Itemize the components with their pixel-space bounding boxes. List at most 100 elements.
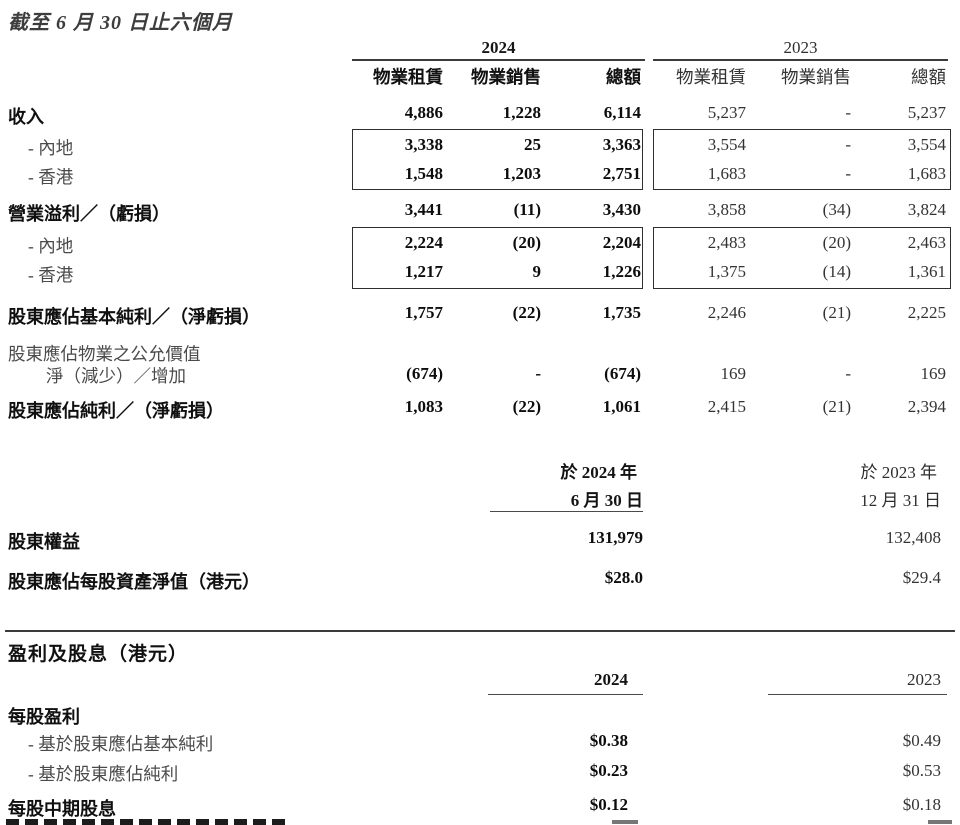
cell: 5,237 [707, 103, 746, 122]
cell: 3,430 [602, 200, 641, 219]
cell: 1,683 [707, 164, 746, 183]
cell: 2,483 [707, 233, 746, 252]
cell: 3,363 [602, 135, 641, 154]
col-header-total-2023: 總額 [911, 67, 946, 87]
cell: 2,463 [907, 233, 946, 252]
cell: (14) [822, 262, 851, 281]
row-label: 股東應佔基本純利／（淨虧損） [8, 307, 260, 327]
cell: 6,114 [603, 103, 641, 122]
table-row-underlying-profit: 股東應佔基本純利／（淨虧損） 1,757 (22) 1,735 2,246 (2… [0, 303, 960, 327]
cell: $0.12 [589, 795, 628, 814]
table-row-revenue: 收入 4,886 1,228 6,114 5,237 - 5,237 [0, 103, 960, 127]
box-opprofit-2023 [653, 227, 951, 289]
cell: 1,083 [404, 397, 443, 416]
cell: 2,415 [707, 397, 746, 416]
cell: - [535, 364, 541, 383]
cell: $0.18 [902, 795, 941, 814]
cell: 1,361 [907, 262, 946, 281]
col-header-total-2024: 總額 [606, 67, 641, 87]
section-separator-line [5, 630, 955, 632]
cell: 2,246 [707, 303, 746, 322]
cell: (21) [822, 303, 851, 322]
cell: $28.0 [604, 568, 643, 587]
table-row-eps-reported: - 基於股東應佔純利 $0.23 $0.53 [0, 761, 960, 784]
cell: $0.23 [589, 761, 628, 780]
row-label: - 香港 [28, 265, 74, 285]
date-header-2024-line1: 於 2024 年 [560, 463, 638, 482]
cell: (21) [822, 397, 851, 416]
eps-section-heading: 盈利及股息（港元） [8, 644, 189, 665]
cell: 1,735 [602, 303, 641, 322]
cell: 169 [920, 364, 947, 383]
row-label: 收入 [8, 107, 44, 127]
underline-2024-group [352, 59, 645, 61]
date-header-2024-line2: 6 月 30 日 [570, 491, 643, 510]
table-row-shareholders-equity: 股東權益 131,979 132,408 [0, 528, 960, 552]
cell: 1,203 [502, 164, 541, 183]
cell: 3,441 [404, 200, 443, 219]
cell: 3,338 [404, 135, 443, 154]
table-row-opprofit-mainland: - 內地 2,224 (20) 2,204 2,483 (20) 2,463 [0, 233, 960, 256]
date-header-2023-line1: 於 2023 年 [860, 463, 938, 482]
cell: 2,204 [602, 233, 641, 252]
cell: 1,375 [707, 262, 746, 281]
box-revenue-2024 [352, 129, 643, 190]
table-row-eps-underlying: - 基於股東應佔基本純利 $0.38 $0.49 [0, 731, 960, 754]
clipped-bottom-value-fragment-2023 [928, 820, 952, 824]
underline-2023-group [653, 59, 948, 61]
cell: 1,757 [404, 303, 443, 322]
cell: - [845, 103, 851, 122]
row-label: 股東應佔每股資產淨值（港元） [8, 572, 260, 592]
table-row-net-profit: 股東應佔純利／（淨虧損） 1,083 (22) 1,061 2,415 (21)… [0, 397, 960, 421]
cell: (20) [512, 233, 541, 252]
table-row-operating-profit: 營業溢利／（虧損） 3,441 (11) 3,430 3,858 (34) 3,… [0, 200, 960, 224]
row-label: 股東應佔純利／（淨虧損） [8, 401, 224, 421]
cell: (34) [822, 200, 851, 219]
underline-eps-2023 [768, 694, 947, 695]
cell: 9 [532, 262, 542, 281]
table-row-fair-value-change: 股東應佔物業之公允價值 淨（減少）／增加 (674) - (674) 169 -… [0, 341, 960, 387]
box-opprofit-2024 [352, 227, 643, 289]
year-header-2024: 2024 [481, 38, 516, 57]
table-row-revenue-hongkong: - 香港 1,548 1,203 2,751 1,683 - 1,683 [0, 164, 960, 187]
cell: 1,217 [404, 262, 443, 281]
table-row-revenue-mainland: - 內地 3,338 25 3,363 3,554 - 3,554 [0, 135, 960, 158]
cell: (674) [604, 364, 641, 383]
cell: 131,979 [587, 528, 643, 547]
row-label: 營業溢利／（虧損） [8, 204, 170, 224]
cell: (22) [512, 303, 541, 322]
clipped-bottom-value-fragment-2024 [612, 820, 638, 824]
cell: 1,548 [404, 164, 443, 183]
cell: (674) [406, 364, 443, 383]
eps-year-2023: 2023 [907, 670, 941, 689]
row-label: 每股中期股息 [8, 799, 116, 819]
cell: $0.53 [902, 761, 941, 780]
row-label: - 內地 [28, 236, 74, 256]
underline-eps-2024 [488, 694, 643, 695]
cell: 2,751 [602, 164, 641, 183]
table-row-interim-dividend: 每股中期股息 $0.12 $0.18 [0, 795, 960, 819]
cell: (20) [822, 233, 851, 252]
cell: 25 [524, 135, 541, 154]
cell: 1,061 [602, 397, 641, 416]
cell: 2,225 [907, 303, 946, 322]
cell: - [845, 164, 851, 183]
table-row-opprofit-hongkong: - 香港 1,217 9 1,226 1,375 (14) 1,361 [0, 262, 960, 285]
cell: 3,824 [907, 200, 946, 219]
row-label: 每股盈利 [8, 707, 80, 727]
row-label-line1: 股東應佔物業之公允價值 [8, 344, 201, 364]
row-label: - 內地 [28, 138, 74, 158]
cell: 1,683 [907, 164, 946, 183]
eps-year-2024: 2024 [594, 670, 628, 689]
row-label-line2: 淨（減少）／增加 [46, 366, 186, 386]
cell: - [845, 135, 851, 154]
cell: (22) [512, 397, 541, 416]
cell: $29.4 [902, 568, 941, 587]
col-header-sales-2023: 物業銷售 [781, 67, 851, 87]
page-title: 截至 6 月 30 日止六個月 [8, 12, 233, 34]
cell: (11) [513, 200, 541, 219]
col-header-leasing-2023: 物業租賃 [676, 67, 746, 87]
cell: 4,886 [404, 103, 443, 122]
cell: $0.49 [902, 731, 941, 750]
cell: 169 [720, 364, 747, 383]
